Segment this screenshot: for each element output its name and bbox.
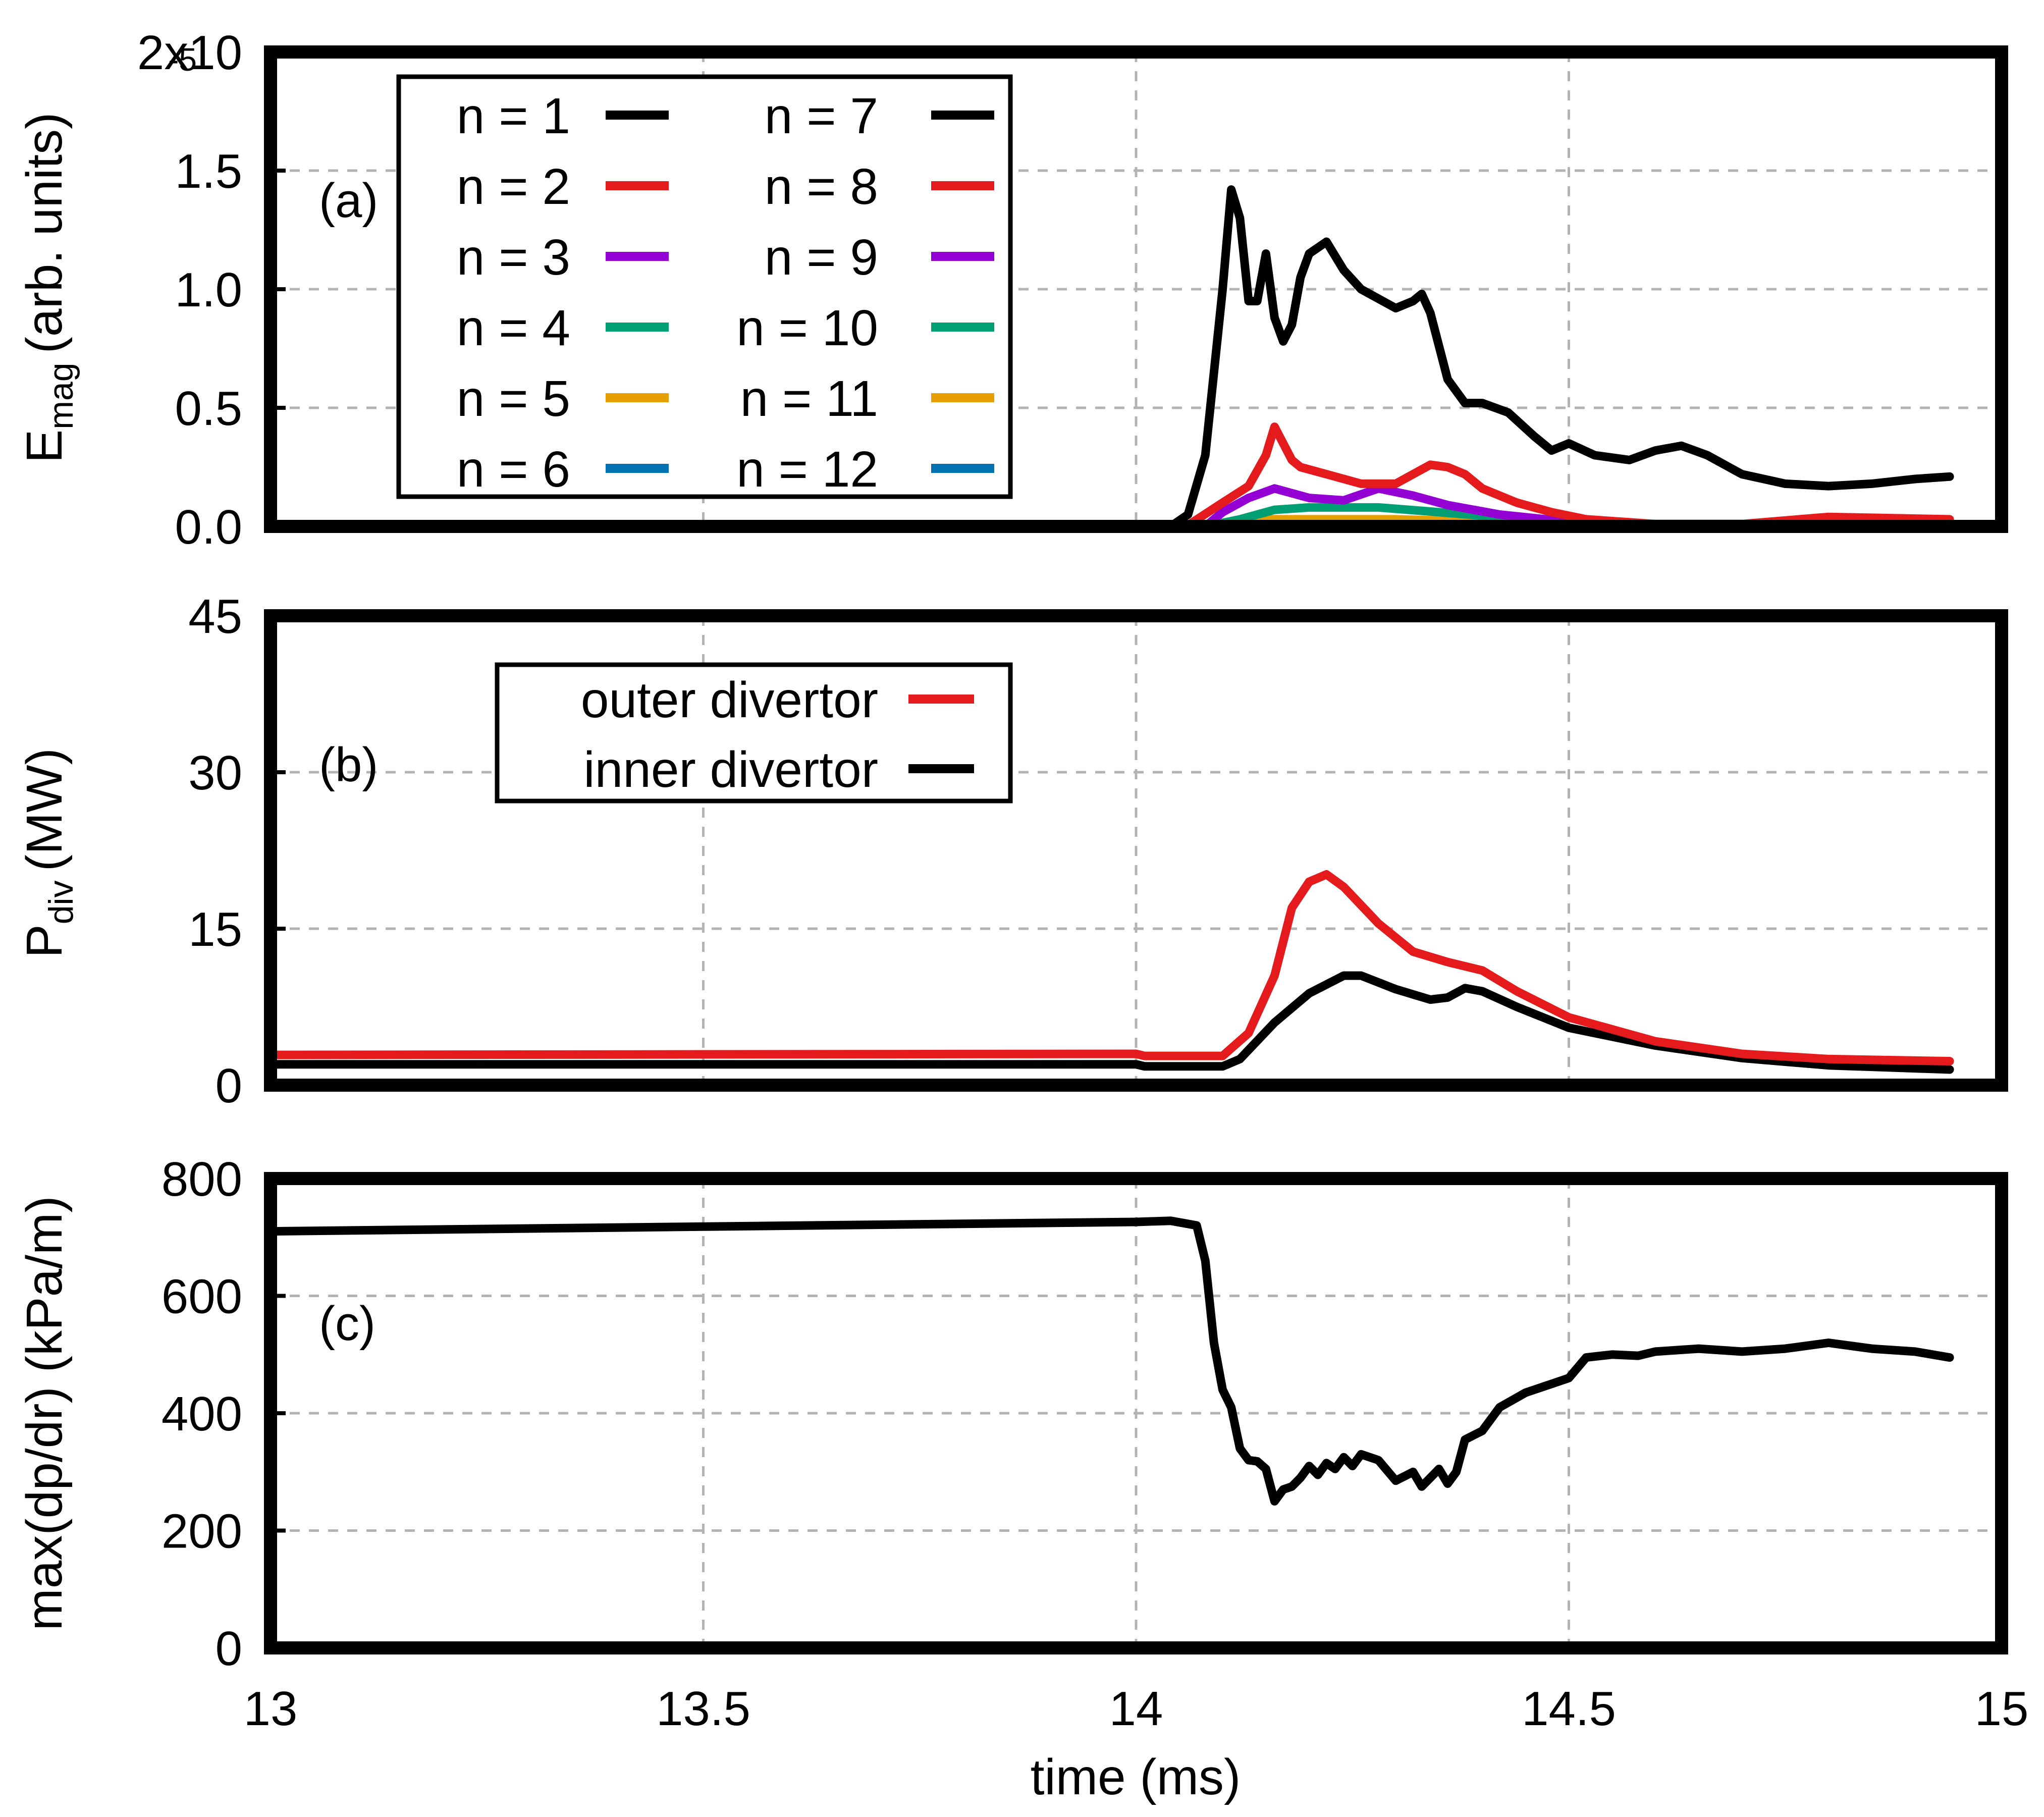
- panel-b-series: [266, 870, 1954, 1074]
- panel-c-y-tick-label: 800: [162, 1152, 242, 1206]
- panel-c-x-ticks: 13 13.5 14 14.5 15: [244, 1682, 2029, 1736]
- panel-c-y-tick-label: 0: [216, 1622, 242, 1676]
- panel-a-label: (a): [319, 174, 378, 228]
- panel-a-y-tick-label: 0.5: [175, 382, 242, 436]
- panel-b-y-tick-label: 15: [188, 902, 242, 956]
- legend-a-label: n = 3: [457, 229, 570, 286]
- panel-c-series: [266, 1216, 1954, 1506]
- panel-b-series-inner-divertor: [266, 971, 1954, 1074]
- panel-b-legend: outer divertor inner divertor: [581, 672, 974, 798]
- panel-c-y-tick-label: 600: [162, 1270, 242, 1324]
- panel-a-ylabel-main: E: [16, 430, 73, 463]
- panel-a-ylabel: Emag (arb. units): [16, 113, 80, 463]
- legend-a-label: n = 11: [740, 370, 878, 427]
- legend-a-label: n = 4: [457, 300, 570, 356]
- panel-a-y-tick-label: 2x10: [137, 26, 242, 80]
- panel-a: 0.0 0.5 1.0 1.5 2x10 -5 (a) Emag (arb. units)…: [16, 26, 2008, 554]
- legend-a-label: n = 12: [736, 441, 878, 498]
- panel-a-series-n-1: [266, 185, 1954, 531]
- panel-b-label: (b): [319, 738, 378, 792]
- panel-b-frame: [264, 609, 2008, 1092]
- legend-a-label: n = 9: [765, 229, 878, 286]
- panel-a-exponent: -5: [168, 41, 197, 78]
- svg-text:Pdiv(MW): Pdiv (MW): [16, 748, 80, 958]
- legend-b-label: inner divertor: [583, 741, 878, 798]
- panel-c-grid: [271, 1179, 2002, 1648]
- panel-a-ylabel-units: (arb. units): [16, 113, 73, 354]
- panel-a-y-tick-label: 0.0: [175, 500, 242, 554]
- x-tick-label: 14: [1109, 1682, 1163, 1736]
- panel-a-legend: n = 1 n = 2 n = 3 n = 4 n = 5 n = 6 n = 7 n = 8…: [457, 88, 994, 498]
- panel-b-ylabel: Pdiv (MW): [16, 748, 80, 958]
- panel-a-y-tick-label: 1.5: [175, 144, 242, 198]
- panel-a-legend-box: [396, 74, 1013, 499]
- panel-b-ylabel-main: P: [16, 924, 73, 958]
- legend-a-label: n = 2: [457, 158, 570, 215]
- panel-a-ylabel-sub: mag: [42, 362, 80, 429]
- legend-a-label: n = 7: [765, 88, 878, 144]
- panel-c-series-max-dp-dr-: [266, 1216, 1954, 1506]
- panel-c-ylabel: max(dp/dr) (kPa/m): [16, 1196, 73, 1630]
- panel-b: 0 15 30 45 (b) Pdiv (MW) outer divertor inner…: [16, 590, 2008, 1113]
- panel-b-y-tick-label: 0: [216, 1059, 242, 1113]
- panel-a-y-ticks: 0.0 0.5 1.0 1.5 2x10: [137, 26, 286, 554]
- legend-a-label: n = 5: [457, 370, 570, 427]
- panel-b-y-tick-label: 30: [188, 746, 242, 800]
- svg-text:Emag(arb. units): Emag (arb. units): [16, 113, 80, 463]
- x-tick-label: 13.5: [656, 1682, 750, 1736]
- x-tick-label: 13: [244, 1682, 298, 1736]
- x-axis-label: time (ms): [1031, 1749, 1241, 1805]
- panel-b-series-outer-divertor: [266, 870, 1954, 1065]
- legend-a-label: n = 1: [457, 88, 570, 144]
- panel-b-ylabel-units: (MW): [16, 748, 73, 871]
- legend-a-label: n = 10: [736, 300, 878, 356]
- panel-c-y-ticks: 0 200 400 600 800: [162, 1152, 286, 1676]
- x-tick-label: 14.5: [1522, 1682, 1616, 1736]
- legend-a-label: n = 6: [457, 441, 570, 498]
- x-tick-label: 15: [1975, 1682, 2029, 1736]
- panel-b-y-tick-label: 45: [188, 590, 242, 644]
- panel-c-y-tick-label: 200: [162, 1505, 242, 1559]
- panel-a-y-tick-label: 1.0: [175, 263, 242, 317]
- panel-b-y-ticks: 0 15 30 45: [188, 590, 286, 1113]
- panel-c: 0 200 400 600 800 13 13.5 14 14.5 15 (c) max(dp/…: [16, 1152, 2028, 1805]
- panel-c-y-tick-label: 400: [162, 1387, 242, 1441]
- legend-a-label: n = 8: [765, 158, 878, 215]
- panel-b-ylabel-sub: div: [42, 880, 80, 924]
- panel-b-legend-box: [495, 662, 1013, 804]
- legend-b-label: outer divertor: [581, 672, 878, 728]
- panel-c-label: (c): [319, 1297, 375, 1351]
